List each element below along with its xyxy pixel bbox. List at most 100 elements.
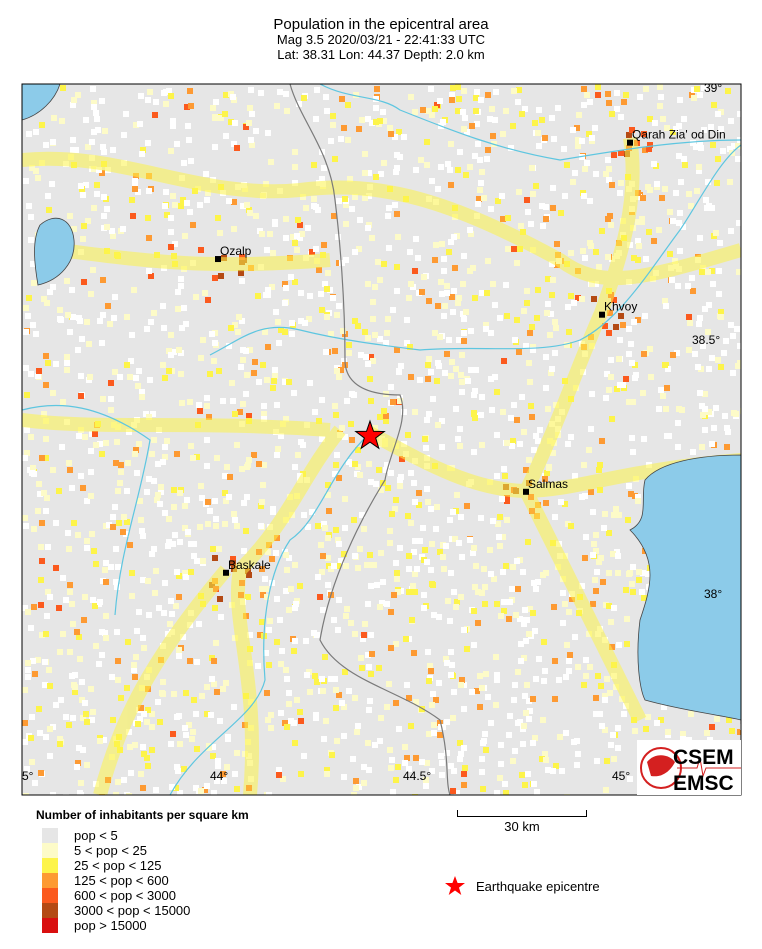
population-cell — [91, 104, 97, 110]
population-cell — [106, 522, 112, 528]
population-cell — [479, 169, 485, 175]
population-cell — [378, 550, 384, 556]
population-cell — [565, 441, 571, 447]
population-cell — [140, 533, 146, 539]
population-cell — [166, 539, 172, 545]
population-cell — [70, 621, 76, 627]
population-cell — [500, 409, 506, 415]
population-cell — [413, 236, 419, 242]
population-cell — [137, 716, 143, 722]
population-cell — [533, 433, 539, 439]
population-cell — [83, 711, 89, 717]
population-cell — [282, 720, 288, 726]
population-cell — [417, 377, 423, 383]
population-cell — [590, 601, 596, 607]
population-cell — [283, 216, 289, 222]
population-cell — [175, 768, 181, 774]
population-cell — [149, 451, 155, 457]
population-cell — [328, 138, 334, 144]
population-cell — [278, 710, 284, 716]
population-cell — [479, 290, 485, 296]
population-cell — [212, 555, 218, 561]
population-cell — [384, 462, 390, 468]
population-cell — [697, 142, 703, 148]
population-cell — [172, 532, 178, 538]
legend-swatch — [42, 873, 58, 888]
population-cell — [332, 471, 338, 477]
population-cell — [231, 704, 237, 710]
population-cell — [713, 405, 719, 411]
population-cell — [602, 693, 608, 699]
population-cell — [304, 672, 310, 678]
population-cell — [487, 116, 493, 122]
population-cell — [262, 329, 268, 335]
population-cell — [537, 427, 543, 433]
population-cell — [210, 753, 216, 759]
population-cell — [161, 90, 167, 96]
population-cell — [524, 617, 530, 623]
population-cell — [515, 99, 521, 105]
population-cell — [363, 354, 369, 360]
map-frame — [21, 83, 742, 796]
population-cell — [384, 704, 390, 710]
population-cell — [72, 672, 78, 678]
population-cell — [101, 194, 107, 200]
population-cell — [94, 116, 100, 122]
population-cell — [50, 390, 56, 396]
population-cell — [575, 751, 581, 757]
population-cell — [716, 291, 722, 297]
population-cell — [430, 691, 436, 697]
population-cell — [151, 546, 157, 552]
population-cell — [97, 318, 103, 324]
population-cell — [540, 572, 546, 578]
population-cell — [383, 467, 389, 473]
population-cell — [660, 393, 666, 399]
population-cell — [299, 231, 305, 237]
population-cell — [692, 351, 698, 357]
population-cell — [260, 362, 266, 368]
population-cell — [482, 731, 488, 737]
population-cell — [263, 181, 269, 187]
population-cell — [536, 107, 542, 113]
population-cell — [552, 696, 558, 702]
population-cell — [522, 607, 528, 613]
population-cell — [104, 224, 110, 230]
population-cell — [459, 379, 465, 385]
population-cell — [207, 371, 213, 377]
population-cell — [127, 744, 133, 750]
population-cell — [711, 425, 717, 431]
population-cell — [209, 331, 215, 337]
population-cell — [286, 379, 292, 385]
population-cell — [640, 195, 646, 201]
population-cell — [60, 631, 66, 637]
population-cell — [493, 89, 499, 95]
population-cell — [60, 575, 66, 581]
population-cell — [188, 158, 194, 164]
population-cell — [552, 514, 558, 520]
city-marker: Ozalp — [215, 244, 252, 263]
population-cell — [210, 546, 216, 552]
population-cell — [132, 674, 138, 680]
population-cell — [593, 281, 599, 287]
population-cell — [432, 257, 438, 263]
population-cell — [297, 222, 303, 228]
population-cell — [168, 93, 174, 99]
population-cell — [258, 90, 264, 96]
population-cell — [89, 717, 95, 723]
population-cell — [444, 290, 450, 296]
population-cell — [80, 236, 86, 242]
population-cell — [661, 704, 667, 710]
population-cell — [145, 97, 151, 103]
population-cell — [38, 544, 44, 550]
population-cell — [511, 88, 517, 94]
legend-swatch — [42, 888, 58, 903]
population-cell — [541, 678, 547, 684]
population-cell — [609, 182, 615, 188]
population-cell — [616, 512, 622, 518]
population-cell — [547, 332, 553, 338]
population-cell — [687, 320, 693, 326]
population-cell — [212, 144, 218, 150]
population-cell — [197, 408, 203, 414]
population-cell — [457, 149, 463, 155]
population-cell — [505, 246, 511, 252]
